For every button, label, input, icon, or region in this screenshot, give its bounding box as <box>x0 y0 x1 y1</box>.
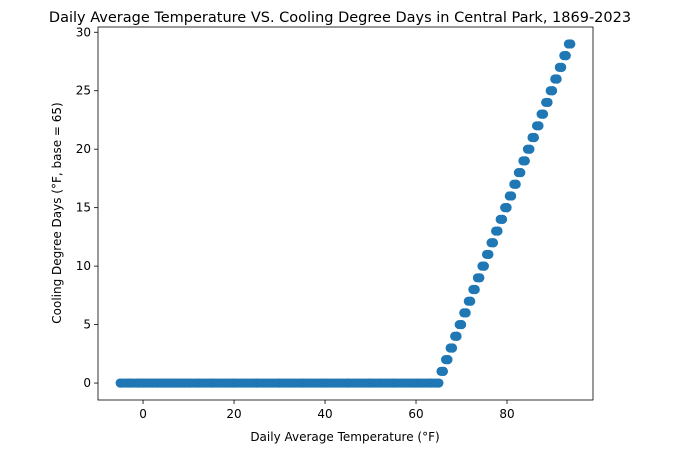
y-tick-label: 15 <box>76 201 91 215</box>
data-point <box>511 179 521 189</box>
data-point <box>475 273 485 283</box>
plot-frame <box>97 26 594 401</box>
data-point <box>466 296 476 306</box>
data-point <box>497 214 508 224</box>
x-tick-label: 80 <box>499 407 514 421</box>
data-point <box>434 378 444 388</box>
scatter-points <box>115 39 576 388</box>
data-point <box>488 238 498 248</box>
x-tick-label: 40 <box>317 407 332 421</box>
data-point <box>479 261 489 271</box>
data-point <box>443 355 453 365</box>
y-tick-label: 30 <box>76 25 91 39</box>
y-tick-label: 20 <box>76 142 91 156</box>
data-point <box>547 86 558 96</box>
data-point <box>461 308 471 318</box>
data-point <box>525 144 535 154</box>
data-point <box>493 226 503 236</box>
data-point <box>447 343 458 353</box>
data-point <box>470 284 480 295</box>
x-tick-label: 0 <box>139 407 147 421</box>
data-point <box>456 319 467 330</box>
y-tick-label: 10 <box>76 259 91 273</box>
data-point <box>538 109 549 119</box>
data-point <box>557 62 567 72</box>
y-tick-label: 0 <box>83 376 91 390</box>
data-point <box>520 156 530 166</box>
data-point <box>534 121 544 131</box>
chart-title: Daily Average Temperature VS. Cooling De… <box>49 10 631 26</box>
y-tick-label: 25 <box>76 84 91 98</box>
y-axis-ticks: 0 5 10 15 20 25 30 <box>76 25 98 390</box>
data-point <box>502 203 512 213</box>
data-point <box>484 249 494 260</box>
x-tick-label: 20 <box>226 407 241 421</box>
data-point <box>452 331 462 341</box>
x-tick-label: 60 <box>408 407 423 421</box>
y-axis-label: Cooling Degree Days (°F, base = 65) <box>50 102 64 323</box>
y-tick-label: 5 <box>83 318 91 332</box>
x-axis-ticks: 0 20 40 60 80 <box>139 400 515 421</box>
data-point <box>516 167 526 178</box>
data-point <box>561 51 571 61</box>
data-point <box>506 191 517 201</box>
data-point <box>543 97 553 108</box>
x-axis-label: Daily Average Temperature (°F) <box>250 430 439 444</box>
data-point <box>566 39 576 49</box>
data-point <box>552 74 562 84</box>
data-point <box>438 366 448 376</box>
data-point <box>529 132 539 143</box>
